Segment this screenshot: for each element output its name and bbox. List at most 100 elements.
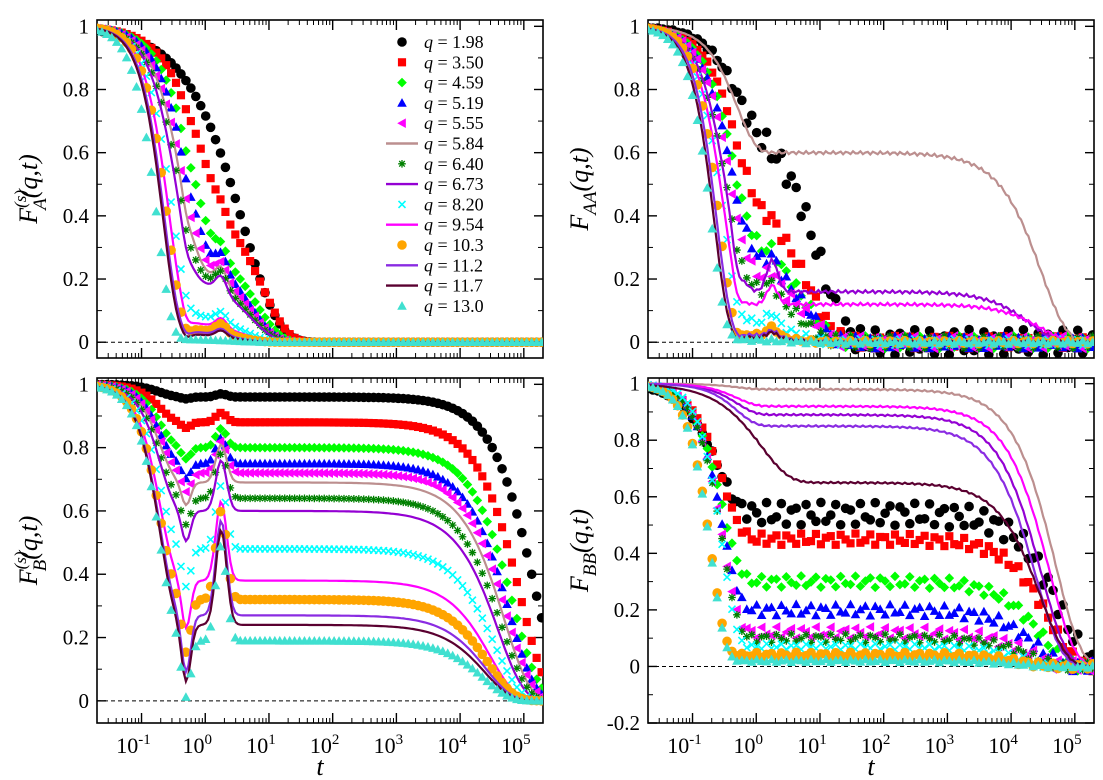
legend-label: q = 5.19 xyxy=(424,93,484,113)
data-point-q-6.40 xyxy=(438,513,447,521)
data-point-q-3.50 xyxy=(698,423,707,432)
data-point-q-3.50 xyxy=(359,418,368,427)
data-point-q-6.40 xyxy=(468,548,477,557)
data-point-q-13.0 xyxy=(786,657,797,667)
data-point-q-13.0 xyxy=(131,420,142,430)
data-point-q-5.19 xyxy=(1018,627,1029,636)
data-point-q-4.59 xyxy=(865,573,876,583)
data-point-q-1.98 xyxy=(512,509,522,519)
data-point-q-3.50 xyxy=(1019,578,1028,587)
data-point-q-4.59 xyxy=(924,583,935,593)
data-point-q-3.50 xyxy=(290,418,299,427)
data-point-q-13.0 xyxy=(667,39,678,49)
data-point-q-3.50 xyxy=(221,411,230,420)
data-point-q-4.59 xyxy=(1023,611,1034,622)
series-line-q-6.73 xyxy=(648,382,1094,668)
data-point-q-5.55 xyxy=(230,286,240,297)
data-point-q-5.55 xyxy=(215,436,225,447)
data-point-q-8.20 xyxy=(502,666,512,676)
data-point-q-8.20 xyxy=(718,540,727,549)
data-point-q-6.40 xyxy=(399,498,408,507)
data-point-q-13.0 xyxy=(712,263,722,272)
data-point-q-6.40 xyxy=(752,278,761,287)
data-point-q-4.59 xyxy=(383,444,394,455)
data-point-q-5.19 xyxy=(850,609,861,619)
data-point-q-3.50 xyxy=(162,409,171,418)
data-point-q-13.0 xyxy=(146,167,157,176)
data-point-q-1.98 xyxy=(944,521,955,532)
data-point-q-13.0 xyxy=(107,32,117,42)
data-point-q-4.59 xyxy=(1028,619,1039,629)
data-point-q-1.98 xyxy=(235,209,246,220)
data-point-q-3.50 xyxy=(1034,600,1043,609)
data-point-q-3.50 xyxy=(384,419,393,428)
data-point-q-8.20 xyxy=(693,417,702,426)
data-point-q-6.40 xyxy=(310,494,319,503)
data-point-q-4.59 xyxy=(176,447,186,458)
data-point-q-6.40 xyxy=(177,506,185,515)
data-point-q-3.50 xyxy=(517,598,526,607)
data-point-q-3.50 xyxy=(448,436,457,445)
data-point-q-13.0 xyxy=(536,337,543,347)
data-point-q-10.3 xyxy=(477,649,488,660)
data-point-q-4.59 xyxy=(845,579,856,590)
data-point-q-5.55 xyxy=(186,212,195,223)
data-point-q-8.20 xyxy=(708,476,717,485)
data-point-q-5.19 xyxy=(521,662,532,672)
data-point-q-3.50 xyxy=(703,432,712,441)
data-point-q-6.40 xyxy=(206,487,215,496)
data-point-q-8.20 xyxy=(167,525,176,534)
data-point-q-5.55 xyxy=(860,631,870,642)
data-point-q-13.0 xyxy=(914,654,925,664)
data-point-q-5.55 xyxy=(166,457,175,468)
data-point-q-4.59 xyxy=(870,582,881,593)
data-point-q-3.50 xyxy=(727,503,737,512)
data-point-q-6.40 xyxy=(851,634,860,642)
data-point-q-6.40 xyxy=(1019,648,1028,656)
data-point-q-3.50 xyxy=(801,537,811,546)
data-point-q-4.59 xyxy=(776,582,787,592)
y-tick-label: 0 xyxy=(630,654,641,678)
data-point-q-6.40 xyxy=(434,509,442,518)
data-point-q-3.50 xyxy=(369,419,378,428)
data-point-q-13.0 xyxy=(890,655,900,665)
data-point-q-5.55 xyxy=(388,470,398,481)
data-point-q-3.50 xyxy=(871,540,880,549)
data-point-q-13.0 xyxy=(672,47,683,56)
data-point-q-5.55 xyxy=(171,465,180,475)
series-line-q-11.7 xyxy=(97,385,542,702)
data-point-q-1.98 xyxy=(225,177,236,188)
series-line-q-5.84 xyxy=(648,382,1093,664)
data-point-q-1.98 xyxy=(870,497,881,508)
data-point-q-1.98 xyxy=(205,122,216,133)
data-point-q-4.59 xyxy=(270,325,280,335)
data-point-q-13.0 xyxy=(722,319,732,329)
data-point-q-3.50 xyxy=(787,534,796,543)
data-point-q-4.59 xyxy=(161,75,171,85)
data-point-q-6.40 xyxy=(989,636,998,644)
data-point-q-13.0 xyxy=(929,335,940,345)
y-tick-label: 0.6 xyxy=(63,141,89,165)
data-point-q-1.98 xyxy=(816,246,826,257)
data-point-q-4.59 xyxy=(354,443,364,453)
x-tick-label: 105 xyxy=(501,732,531,758)
series-line-q-6.73 xyxy=(648,27,1093,346)
data-point-q-1.98 xyxy=(186,83,196,93)
data-point-q-13.0 xyxy=(969,655,979,665)
data-point-q-4.59 xyxy=(250,297,260,307)
data-point-q-13.0 xyxy=(766,334,777,343)
data-point-q-13.0 xyxy=(97,25,102,35)
data-point-q-1.98 xyxy=(801,499,811,510)
x-tick-label: 101 xyxy=(246,732,276,758)
data-point-q-3.50 xyxy=(713,460,722,469)
data-point-q-4.59 xyxy=(423,450,433,461)
data-point-q-13.0 xyxy=(181,692,191,701)
data-point-q-13.0 xyxy=(687,90,698,99)
data-point-q-6.40 xyxy=(742,274,751,282)
data-point-q-3.50 xyxy=(399,420,408,429)
plot-frame xyxy=(96,19,544,359)
data-point-q-3.50 xyxy=(851,529,860,538)
data-point-q-13.0 xyxy=(702,182,713,192)
data-point-q-5.19 xyxy=(939,600,950,610)
data-point-q-3.50 xyxy=(747,189,756,198)
